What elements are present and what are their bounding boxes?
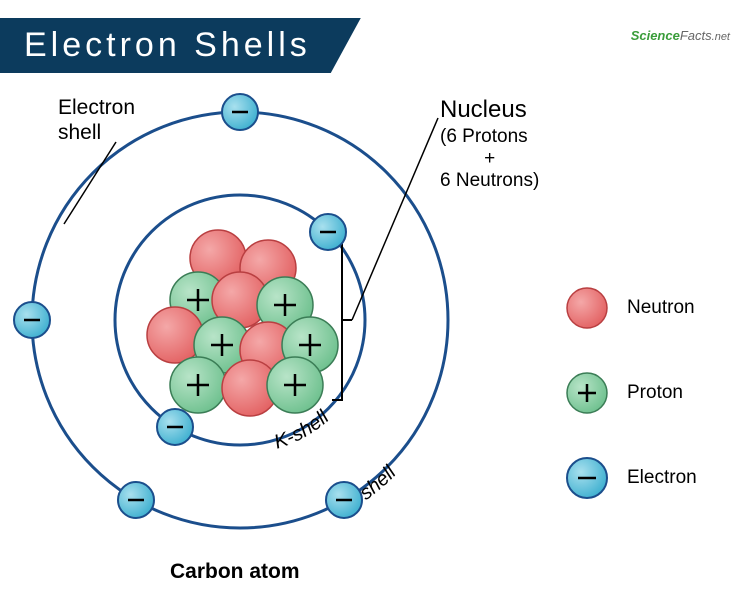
electron-icon: [565, 456, 609, 500]
neutron-icon: [565, 286, 609, 330]
legend-proton: Proton: [565, 371, 683, 415]
proton-icon: [565, 371, 609, 415]
legend-electron: Electron: [565, 456, 697, 500]
nucleus-label: Nucleus (6 Protons + 6 Neutrons): [440, 96, 539, 192]
legend-neutron: Neutron: [565, 286, 695, 330]
svg-text:K-shell: K-shell: [271, 406, 333, 454]
atom-name-label: Carbon atom: [170, 560, 300, 584]
electron-shell-label: Electron shell: [58, 95, 135, 145]
